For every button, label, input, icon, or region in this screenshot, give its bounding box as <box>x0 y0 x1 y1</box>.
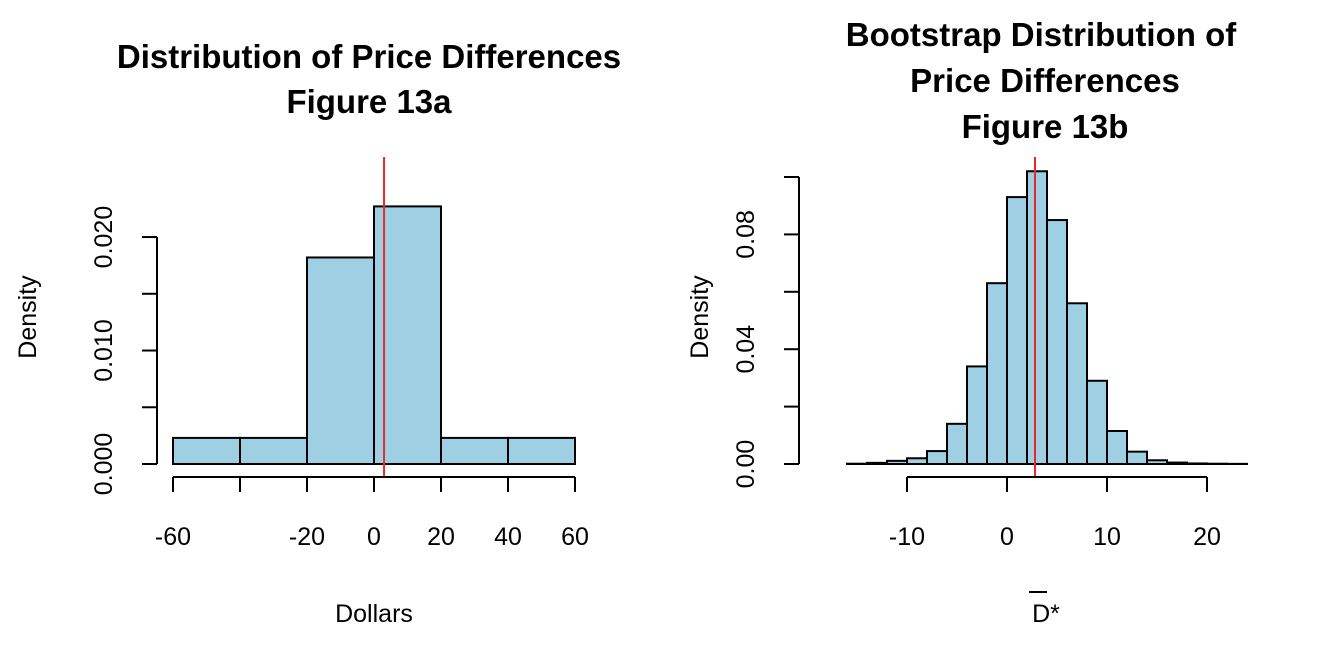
chart-13a-bar <box>507 436 576 465</box>
chart-13a-y-axis-label: Density <box>14 275 42 359</box>
chart-13b-bar <box>1146 459 1168 466</box>
chart-13b: Bootstrap Distribution of Price Differen… <box>686 16 1248 628</box>
chart-13b-bar <box>1046 219 1068 465</box>
chart-13b-y-axis: 0.00 0.04 0.08 <box>732 176 800 489</box>
chart-13a-x-tick-label: -60 <box>155 523 191 551</box>
chart-13b-bar <box>1066 302 1088 465</box>
chart-13b-title-line-3: Figure 13b <box>962 108 1129 145</box>
chart-13b-bar <box>906 457 928 466</box>
chart-13b-bar <box>1126 450 1148 465</box>
chart-13b-x-tick-label: 0 <box>1000 523 1014 551</box>
chart-13a-x-axis: -60 -20 0 20 40 60 <box>155 476 589 551</box>
chart-13a-bars <box>172 205 576 466</box>
chart-13a-bar <box>373 205 442 465</box>
chart-13b-bar <box>1086 379 1108 465</box>
chart-13b-bar <box>946 422 968 466</box>
chart-13b-x-tick-label: 10 <box>1093 523 1121 551</box>
chart-13a-x-axis-label: Dollars <box>335 600 413 628</box>
chart-13b-bar <box>886 459 908 465</box>
chart-13b-y-tick-label: 0.00 <box>732 440 760 489</box>
chart-13b-y-tick-label: 0.08 <box>732 210 760 259</box>
chart-13b-x-axis: -10 0 10 20 <box>889 476 1221 551</box>
chart-13b-x-axis-label: D* <box>1032 600 1060 628</box>
chart-13b-bar <box>1166 461 1188 466</box>
chart-13a-bar <box>172 436 241 465</box>
chart-13b-y-tick-label: 0.04 <box>732 325 760 374</box>
chart-13b-title-line-1: Bootstrap Distribution of <box>846 16 1237 53</box>
chart-13b-bars <box>846 170 1248 466</box>
chart-13a: Distribution of Price Differences Figure… <box>14 38 621 628</box>
chart-13a-title-line-2: Figure 13a <box>286 83 452 120</box>
chart-13a-y-tick-label: 0.000 <box>90 433 118 496</box>
chart-13b-x-tick-label: 20 <box>1193 523 1221 551</box>
chart-13b-bar <box>986 282 1008 465</box>
chart-13a-bar <box>440 436 509 465</box>
chart-13b-bar <box>1106 429 1128 465</box>
chart-13b-bar <box>966 365 988 466</box>
chart-13b-bar <box>926 450 948 465</box>
chart-13a-y-axis: 0.000 0.010 0.020 <box>90 206 158 496</box>
chart-13b-x-tick-label: -10 <box>889 523 925 551</box>
chart-13a-x-tick-label: -20 <box>289 523 325 551</box>
chart-13b-bar <box>866 461 888 465</box>
chart-13a-bar <box>239 436 308 465</box>
chart-13b-bar <box>1186 462 1208 465</box>
chart-13a-x-tick-label: 20 <box>427 523 455 551</box>
chart-13a-y-tick-label: 0.010 <box>90 319 118 382</box>
chart-13b-title-line-2: Price Differences <box>910 62 1180 99</box>
chart-13b-bar <box>1006 196 1028 465</box>
chart-13a-x-tick-label: 0 <box>367 523 381 551</box>
chart-13a-title-line-1: Distribution of Price Differences <box>117 38 621 75</box>
chart-13a-x-tick-label: 60 <box>561 523 589 551</box>
chart-13b-y-axis-label: Density <box>686 275 714 359</box>
chart-13a-x-tick-label: 40 <box>494 523 522 551</box>
chart-13a-bar <box>306 256 375 466</box>
chart-13a-y-tick-label: 0.020 <box>90 206 118 269</box>
chart-13b-bar <box>1026 170 1048 465</box>
